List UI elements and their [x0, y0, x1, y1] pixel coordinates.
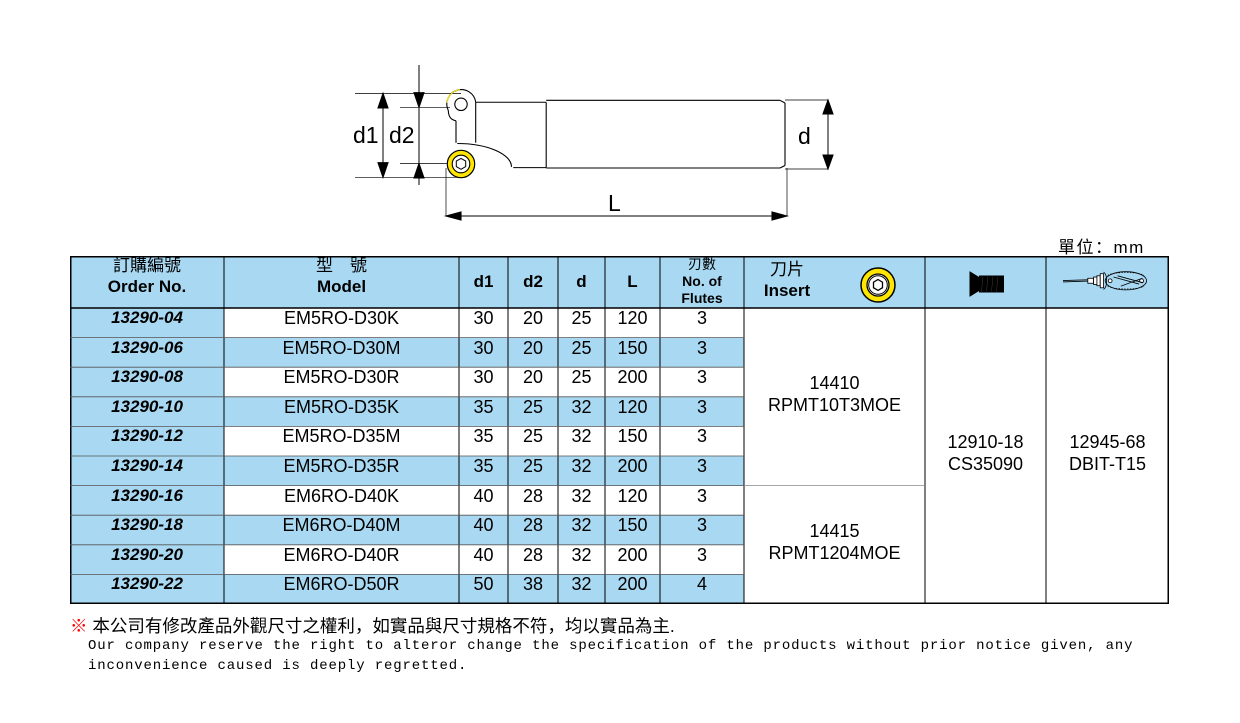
svg-text:d1: d1	[353, 122, 379, 148]
svg-text:L: L	[608, 190, 621, 216]
svg-text:d2: d2	[389, 122, 415, 148]
svg-text:d: d	[798, 123, 811, 149]
